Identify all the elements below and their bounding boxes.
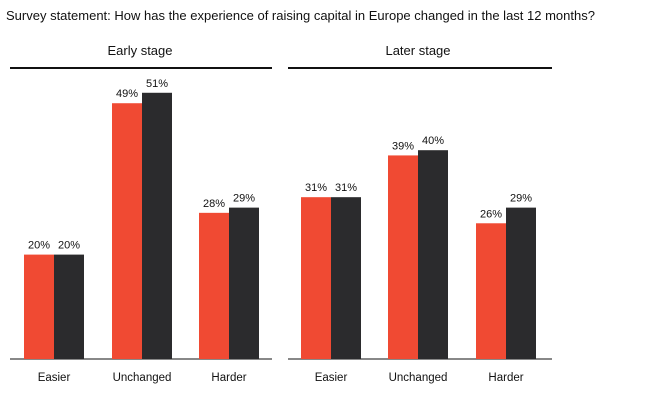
early-stage-easier-label-b: 20% bbox=[58, 240, 80, 252]
early-stage-unchanged-bar-b bbox=[142, 92, 172, 359]
early-stage-unchanged-label-b: 51% bbox=[146, 78, 168, 90]
later-stage-harder-bar-b bbox=[506, 207, 536, 359]
later-stage-category-easier: Easier bbox=[315, 372, 348, 384]
later-stage-unchanged-label-b: 40% bbox=[422, 135, 444, 147]
later-stage-easier-bar-b bbox=[331, 197, 361, 359]
early-stage-panel: Early stage 20% 20% Easier 49% 51% Unchanged 2… bbox=[10, 43, 272, 384]
later-stage-harder-label-b: 29% bbox=[510, 193, 532, 205]
later-stage-panel: Later stage 31% 31% Easier 39% 40% Unchanged 2… bbox=[288, 43, 552, 384]
later-stage-panel-title: Later stage bbox=[385, 43, 450, 58]
early-stage-harder-bar-a bbox=[199, 212, 229, 359]
later-stage-category-unchanged: Unchanged bbox=[389, 372, 448, 384]
later-stage-harder-bar-a bbox=[476, 223, 506, 359]
early-stage-easier-bar-a bbox=[24, 254, 54, 359]
early-stage-harder-label-b: 29% bbox=[233, 193, 255, 205]
early-stage-harder-bar-b bbox=[229, 207, 259, 359]
early-stage-harder-label-a: 28% bbox=[203, 198, 225, 210]
later-stage-unchanged-bar-b bbox=[418, 150, 448, 359]
early-stage-category-easier: Easier bbox=[38, 372, 71, 384]
early-stage-easier-bar-b bbox=[54, 254, 84, 359]
later-stage-harder-label-a: 26% bbox=[480, 208, 502, 220]
early-stage-category-harder: Harder bbox=[211, 372, 246, 384]
later-stage-easier-bar-a bbox=[301, 197, 331, 359]
early-stage-unchanged-label-a: 49% bbox=[116, 88, 138, 100]
later-stage-unchanged-bar-a bbox=[388, 155, 418, 359]
later-stage-easier-label-b: 31% bbox=[335, 182, 357, 194]
early-stage-panel-title: Early stage bbox=[107, 43, 172, 58]
later-stage-easier-label-a: 31% bbox=[305, 182, 327, 194]
later-stage-unchanged-label-a: 39% bbox=[392, 140, 414, 152]
later-stage-category-harder: Harder bbox=[488, 372, 523, 384]
chart-title: Survey statement: How has the experience… bbox=[6, 8, 595, 23]
early-stage-category-unchanged: Unchanged bbox=[113, 372, 172, 384]
early-stage-easier-label-a: 20% bbox=[28, 240, 50, 252]
early-stage-unchanged-bar-a bbox=[112, 103, 142, 359]
